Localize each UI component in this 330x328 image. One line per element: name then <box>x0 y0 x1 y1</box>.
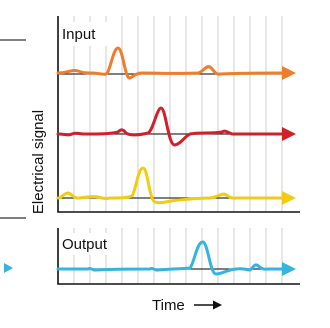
input-label-background <box>59 22 107 46</box>
output-panel-label: Output <box>62 236 108 253</box>
input-panel-label: Input <box>62 26 96 43</box>
output-panel: Output <box>56 228 300 285</box>
input-panel-border <box>57 16 300 213</box>
signal-trace-2 <box>56 106 286 147</box>
x-axis-arrow-icon <box>213 300 222 310</box>
arrowhead-output <box>282 262 296 276</box>
x-axis-label: Time <box>152 297 185 314</box>
signal-trace-output <box>56 240 286 276</box>
arrowhead-3 <box>282 191 296 205</box>
signal-trace-3 <box>56 166 286 205</box>
input-panel: Input <box>56 16 300 213</box>
arrowhead-1 <box>282 66 296 80</box>
arrowhead-2 <box>282 127 296 141</box>
x-axis-label-group: Time <box>152 297 222 314</box>
input-grid <box>73 16 283 212</box>
y-axis-label: Electrical signal <box>30 110 47 214</box>
fragment-arrowhead <box>4 263 13 273</box>
signal-trace-1 <box>56 46 286 80</box>
output-panel-border <box>57 228 300 285</box>
output-label-background <box>59 233 121 255</box>
